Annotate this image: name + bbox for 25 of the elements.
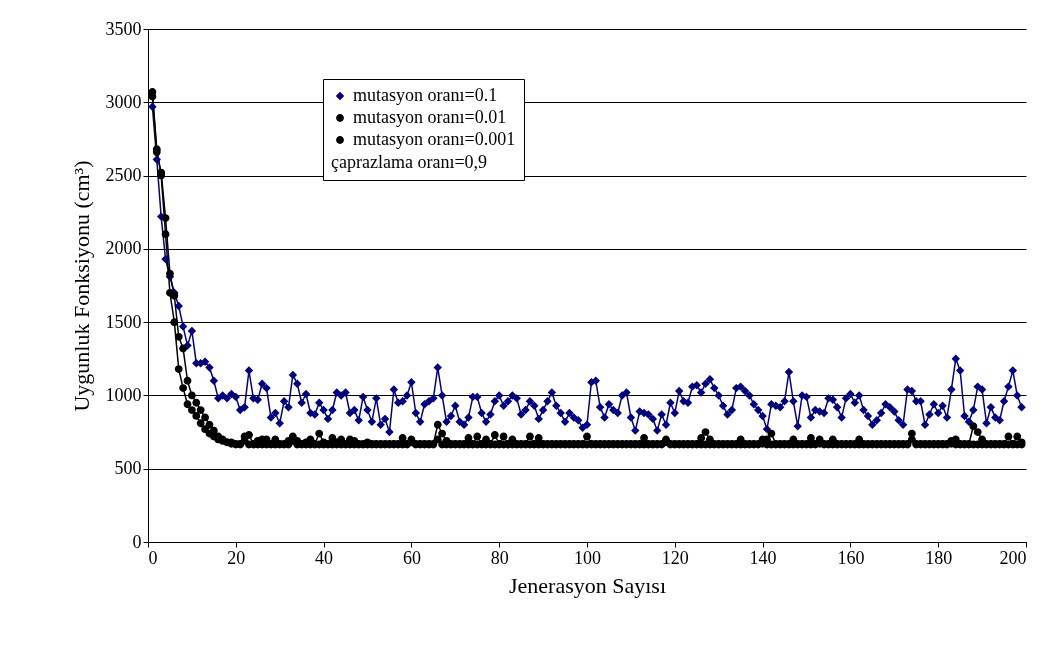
y-axis-title: Uygunluk Fonksiyonu (cm³) (68, 160, 94, 412)
y-tick-label: 1500 (105, 311, 142, 332)
legend-label: mutasyon oranı=0.001 (353, 129, 516, 149)
y-tick-label: 0 (132, 531, 142, 552)
x-tick-label: 60 (402, 547, 421, 568)
y-tick-label: 2000 (105, 238, 142, 259)
y-tick-label: 3500 (105, 18, 142, 39)
x-tick-label: 180 (925, 547, 953, 568)
x-tick-label: 120 (661, 547, 689, 568)
y-tick-label: 500 (114, 458, 142, 479)
y-tick-label: 3000 (105, 91, 142, 112)
x-tick-label: 200 (999, 547, 1027, 568)
x-tick-label: 100 (574, 547, 601, 568)
x-tick-label: 40 (315, 547, 334, 568)
x-axis-title: Jenerasyon Sayısı (508, 572, 667, 598)
y-tick-label: 2500 (105, 165, 142, 186)
x-tick-label: 140 (749, 547, 777, 568)
legend-label: mutasyon oranı=0.1 (353, 85, 498, 105)
x-tick-label: 160 (837, 547, 865, 568)
x-tick-label: 20 (227, 547, 246, 568)
legend-label: mutasyon oranı=0.01 (353, 107, 507, 127)
x-tick-label: 80 (490, 547, 509, 568)
y-tick-label: 1000 (105, 384, 142, 405)
x-tick-label: 0 (148, 547, 158, 568)
legend-title: çaprazlama oranı=0,9 (331, 152, 488, 172)
